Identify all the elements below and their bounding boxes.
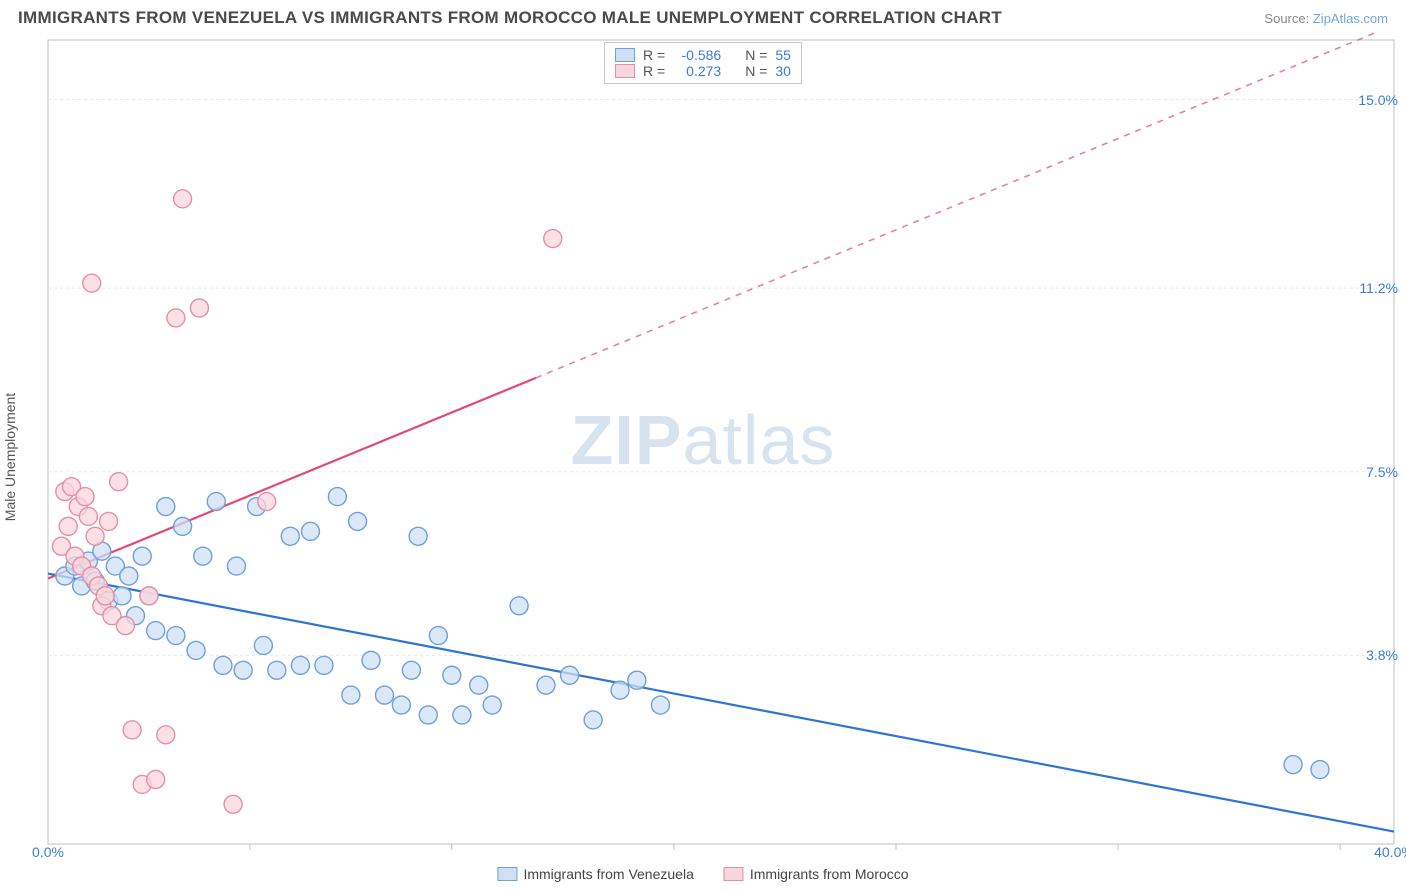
stats-legend: R = -0.586 N = 55 R = 0.273 N = 30	[604, 42, 802, 84]
source-attribution: Source: ZipAtlas.com	[1264, 11, 1388, 26]
stats-row-venezuela: R = -0.586 N = 55	[615, 47, 791, 63]
swatch-venezuela	[615, 48, 635, 62]
n-label: N =	[745, 47, 767, 63]
swatch-morocco	[724, 867, 744, 881]
legend-label-venezuela: Immigrants from Venezuela	[523, 866, 693, 882]
n-value-venezuela: 55	[775, 47, 791, 63]
y-tick-label: 7.5%	[1366, 464, 1398, 480]
y-tick-label: 3.8%	[1366, 647, 1398, 663]
source-label: Source:	[1264, 11, 1309, 26]
chart-container: Male Unemployment ZIPatlas R = -0.586 N …	[0, 32, 1406, 882]
series-legend: Immigrants from Venezuela Immigrants fro…	[497, 866, 908, 882]
legend-item-morocco: Immigrants from Morocco	[724, 866, 909, 882]
x-tick-label: 0.0%	[32, 844, 64, 860]
r-label: R =	[643, 63, 665, 79]
r-label: R =	[643, 47, 665, 63]
swatch-venezuela	[497, 867, 517, 881]
r-value-venezuela: -0.586	[673, 47, 721, 63]
y-tick-label: 15.0%	[1358, 92, 1398, 108]
y-axis-label: Male Unemployment	[2, 393, 18, 521]
n-label: N =	[745, 63, 767, 79]
legend-item-venezuela: Immigrants from Venezuela	[497, 866, 693, 882]
n-value-morocco: 30	[775, 63, 791, 79]
r-value-morocco: 0.273	[673, 63, 721, 79]
chart-header: IMMIGRANTS FROM VENEZUELA VS IMMIGRANTS …	[0, 0, 1406, 32]
y-tick-label: 11.2%	[1359, 280, 1398, 296]
stats-row-morocco: R = 0.273 N = 30	[615, 63, 791, 79]
source-link[interactable]: ZipAtlas.com	[1313, 11, 1388, 26]
x-tick-label: 40.0%	[1374, 844, 1406, 860]
chart-title: IMMIGRANTS FROM VENEZUELA VS IMMIGRANTS …	[18, 8, 1002, 28]
legend-label-morocco: Immigrants from Morocco	[750, 866, 909, 882]
swatch-morocco	[615, 64, 635, 78]
scatter-plot	[0, 32, 1406, 882]
